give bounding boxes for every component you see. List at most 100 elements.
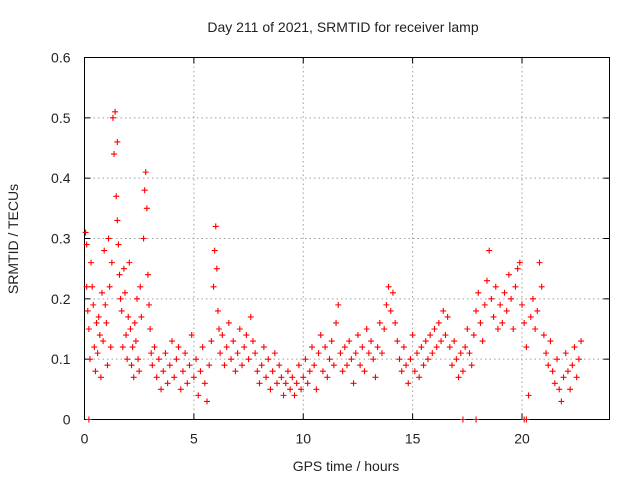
- data-point: [89, 283, 96, 290]
- data-point: [457, 350, 464, 357]
- data-point: [182, 350, 189, 357]
- data-point: [128, 362, 135, 369]
- data-point: [216, 326, 223, 332]
- data-point: [295, 362, 302, 369]
- data-point: [365, 350, 372, 357]
- data-point: [230, 338, 237, 345]
- data-point: [114, 138, 121, 145]
- data-point: [333, 319, 340, 326]
- data-point: [129, 344, 136, 351]
- data-point: [267, 386, 274, 393]
- data-point: [108, 259, 115, 266]
- data-point: [403, 362, 410, 369]
- data-point: [442, 332, 449, 339]
- data-point: [118, 307, 125, 314]
- data-point: [232, 368, 239, 375]
- y-tick-label: 0.1: [51, 351, 71, 367]
- y-tick-label: 0.6: [51, 50, 71, 66]
- data-point: [494, 326, 501, 332]
- data-point: [354, 332, 361, 339]
- data-point: [221, 362, 228, 369]
- data-point: [543, 350, 550, 357]
- data-point: [405, 380, 412, 387]
- data-point: [451, 338, 458, 345]
- data-point: [547, 338, 554, 345]
- data-point: [141, 187, 148, 194]
- data-point: [488, 295, 495, 302]
- data-point: [470, 332, 477, 339]
- x-tick-label: 5: [190, 431, 198, 447]
- data-point: [512, 283, 519, 290]
- data-point: [175, 344, 182, 351]
- data-point: [254, 368, 261, 375]
- data-point: [274, 380, 280, 387]
- data-point: [115, 241, 122, 248]
- data-point: [433, 344, 440, 351]
- data-point: [190, 374, 197, 381]
- data-point: [85, 416, 92, 423]
- data-point: [523, 344, 530, 351]
- data-point: [473, 416, 480, 423]
- data-point: [247, 313, 254, 320]
- data-point: [160, 368, 167, 375]
- data-point: [276, 362, 283, 369]
- data-point: [111, 151, 118, 158]
- data-point: [510, 326, 517, 332]
- data-point: [420, 362, 427, 369]
- data-point: [387, 307, 394, 314]
- data-point: [90, 301, 97, 308]
- data-point: [573, 374, 580, 381]
- data-point: [313, 386, 320, 393]
- data-point: [91, 344, 98, 351]
- data-point: [429, 350, 436, 357]
- data-point: [208, 338, 215, 345]
- data-point: [352, 350, 359, 357]
- data-point: [86, 356, 93, 363]
- data-point: [184, 380, 191, 387]
- data-point: [444, 313, 451, 320]
- data-point: [357, 362, 364, 369]
- data-point: [291, 392, 298, 399]
- data-point: [119, 344, 126, 351]
- data-point: [484, 277, 490, 284]
- x-tick-label: 0: [81, 431, 89, 447]
- data-point: [435, 319, 442, 326]
- data-point: [149, 362, 156, 369]
- data-point: [315, 350, 322, 357]
- data-point: [263, 374, 270, 381]
- data-point: [505, 271, 512, 278]
- data-point: [249, 338, 256, 345]
- data-point: [125, 313, 132, 320]
- data-point: [562, 350, 569, 357]
- x-tick-label: 10: [295, 431, 311, 447]
- data-point: [217, 350, 224, 357]
- data-point: [468, 362, 475, 369]
- x-axis-label: GPS time / hours: [293, 458, 400, 474]
- data-point: [284, 368, 291, 375]
- data-point: [538, 283, 545, 290]
- data-point: [319, 368, 326, 375]
- data-point: [127, 326, 134, 332]
- data-point: [212, 223, 219, 230]
- data-point: [383, 301, 390, 308]
- data-point: [137, 283, 144, 290]
- data-point: [475, 289, 482, 296]
- data-point: [376, 319, 383, 326]
- data-point: [326, 356, 333, 363]
- data-point: [132, 338, 139, 345]
- data-point: [120, 265, 127, 272]
- data-point: [201, 380, 208, 387]
- data-point: [155, 356, 162, 363]
- data-point: [455, 374, 462, 381]
- data-point: [527, 313, 534, 320]
- data-point: [278, 374, 285, 381]
- data-point: [449, 362, 455, 369]
- data-point: [144, 271, 151, 278]
- data-point: [372, 374, 379, 381]
- data-point: [400, 344, 407, 351]
- data-point: [130, 374, 137, 381]
- x-tick-label: 15: [405, 431, 421, 447]
- data-point: [453, 356, 460, 363]
- data-point: [363, 326, 370, 332]
- data-point: [94, 350, 101, 357]
